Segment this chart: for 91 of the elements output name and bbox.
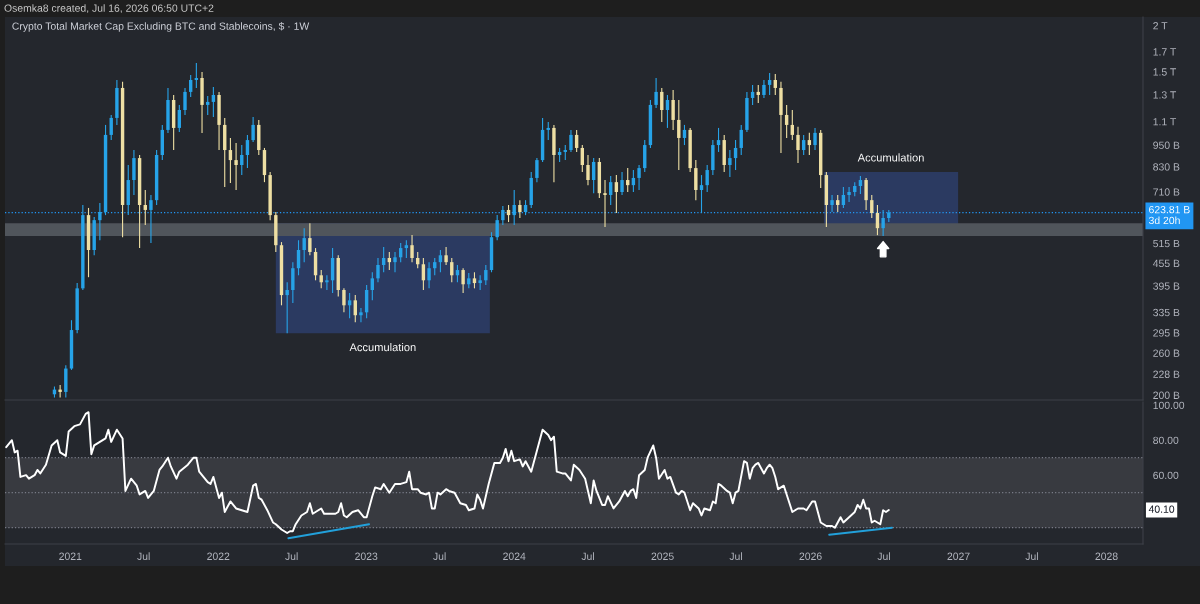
candlestick [478, 274, 482, 291]
text: Osemka8 created, Jul 16, 2026 06:50 UTC+2 [4, 4, 214, 14]
candlestick [132, 149, 136, 196]
candlestick [325, 274, 329, 291]
x-tick-label: 2028 [1095, 552, 1118, 560]
candlestick [359, 307, 363, 323]
candlestick [461, 267, 465, 294]
candlestick [603, 179, 607, 228]
candlestick [586, 154, 590, 186]
candlestick [501, 205, 505, 226]
y-tick-label: 1.1 T [1153, 118, 1177, 126]
y-tick-label: 830 B [1153, 163, 1180, 171]
candlestick [370, 271, 375, 301]
y-tick-label: 1.3 T [1153, 91, 1177, 99]
candlestick [98, 202, 102, 241]
candlestick [58, 384, 62, 399]
y-tick-label: 80.00 [1153, 436, 1179, 445]
candlestick [699, 174, 704, 214]
candlestick [234, 142, 238, 191]
candlestick [569, 129, 573, 153]
candlestick [376, 257, 380, 283]
x-tick-label: Jul [729, 552, 742, 560]
candlestick [813, 127, 817, 151]
y-tick-label: 395 B [1153, 282, 1180, 290]
y-tick-label: 335 B [1153, 308, 1180, 317]
y-tick-label: 228 B [1153, 370, 1180, 378]
annotation: 40.10 [1148, 505, 1175, 513]
y-tick-label: 60.00 [1153, 471, 1179, 480]
x-tick-label: 2026 [799, 552, 822, 560]
candlestick [654, 77, 658, 109]
candlestick [393, 251, 397, 273]
candlestick [881, 209, 885, 237]
candlestick [183, 87, 187, 116]
candlestick [291, 261, 295, 304]
candlestick [342, 287, 346, 313]
candlestick [410, 234, 414, 263]
candlestick [620, 171, 624, 196]
candlestick [308, 222, 312, 256]
candlestick [302, 227, 306, 263]
candlestick [512, 189, 516, 226]
y-tick-label: 200 B [1153, 391, 1180, 399]
candlestick [285, 281, 289, 334]
candlestick [705, 164, 709, 193]
line-series [5, 411, 890, 534]
y-tick-label: 1.5 T [1153, 68, 1177, 76]
candlestick [637, 164, 641, 191]
y-tick-label: 710 B [1153, 188, 1180, 196]
y-tick-label: 455 B [1152, 259, 1180, 268]
x-tick-label: Jul [433, 552, 446, 560]
x-tick-label: Jul [581, 552, 594, 560]
candlestick [830, 194, 834, 213]
y-tick-label: 260 B [1153, 349, 1180, 357]
candlestick [444, 246, 448, 266]
candlestick [64, 364, 68, 399]
band-label: Accumulation [857, 153, 924, 162]
candlestick [535, 157, 539, 183]
x-tick-label: 2023 [355, 552, 378, 560]
candlestick [847, 186, 851, 203]
y-tick-label: 2 T [1153, 22, 1168, 30]
candlestick [796, 126, 800, 164]
x-tick-label: 2024 [503, 552, 526, 560]
candlestick [518, 199, 522, 219]
x-tick-label: 2025 [651, 552, 674, 560]
candlestick [484, 264, 488, 286]
x-tick-label: Jul [285, 552, 298, 560]
y-tick-label: 100.00 [1153, 401, 1185, 410]
x-tick-label: Jul [877, 552, 890, 560]
y-tick-label: 950 B [1153, 141, 1180, 149]
candlestick [864, 177, 868, 211]
ref-line-label: 623.81 B 3d 20h [1148, 205, 1190, 225]
candlestick [677, 99, 681, 171]
candlestick [427, 261, 431, 289]
y-tick-label: 295 B [1153, 329, 1180, 337]
x-tick-label: 2021 [59, 552, 82, 560]
candlestick [149, 194, 153, 244]
candlestick [728, 149, 732, 178]
x-tick-label: 2022 [207, 552, 230, 560]
candlestick [438, 249, 443, 273]
x-tick-label: Jul [1025, 552, 1038, 560]
candlestick [756, 84, 760, 104]
candlestick [495, 214, 499, 241]
candlestick [251, 116, 255, 143]
x-tick-label: Jul [137, 552, 150, 560]
candlestick [671, 89, 675, 131]
chart-title: Crypto Total Market Cap Excluding BTC and Stablecoins, $ · 1W [12, 22, 310, 32]
x-tick-label: 2027 [947, 552, 970, 560]
candlestick [694, 159, 698, 201]
band-label: Accumulation [349, 343, 416, 352]
candlestick [206, 95, 210, 116]
y-tick-label: 1.7 T [1153, 48, 1177, 56]
y-tick-label: 515 B [1153, 239, 1180, 248]
